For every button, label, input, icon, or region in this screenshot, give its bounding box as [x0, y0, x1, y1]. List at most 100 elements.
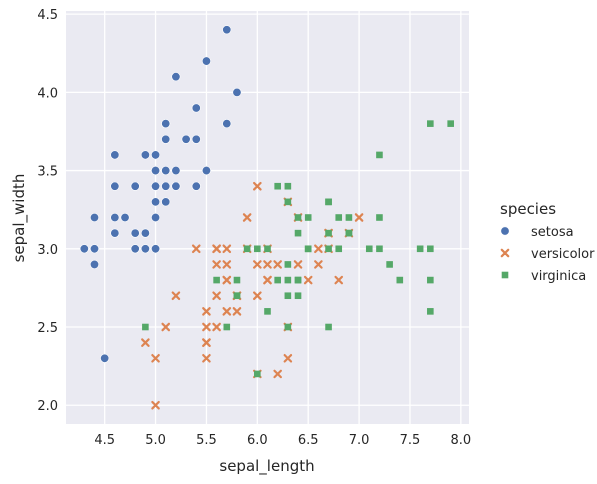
virginica-point — [223, 323, 231, 331]
versicolor-point — [273, 369, 282, 379]
legend-label-setosa: setosa — [531, 225, 574, 240]
setosa-point — [201, 56, 211, 66]
setosa-point — [201, 166, 211, 176]
virginica-point — [345, 214, 353, 221]
versicolor-point — [222, 307, 232, 316]
setosa-point — [171, 181, 181, 191]
setosa-point — [89, 259, 99, 269]
virginica-point — [254, 370, 261, 378]
versicolor-point — [212, 322, 221, 332]
versicolor-point — [171, 291, 181, 301]
setosa-point — [79, 244, 89, 254]
versicolor-point — [263, 260, 272, 269]
legend: species setosa versicolor virginica — [500, 200, 595, 284]
virginica-point — [427, 120, 434, 127]
versicolor-point — [273, 260, 282, 269]
versicolor-point — [232, 307, 242, 316]
virginica-point — [386, 261, 393, 268]
setosa-point — [171, 72, 181, 82]
setosa-point — [89, 244, 99, 254]
versicolor-point — [222, 244, 232, 254]
virginica-point — [284, 276, 292, 284]
y-tick-label: 2.0 — [37, 399, 58, 414]
versicolor-point — [253, 260, 262, 269]
versicolor-point — [151, 353, 160, 363]
setosa-point — [151, 244, 161, 254]
setosa-point — [140, 228, 150, 238]
versicolor-point — [334, 275, 344, 285]
setosa-point — [151, 166, 161, 176]
virginica-point — [243, 245, 251, 253]
versicolor-point — [212, 291, 221, 301]
series-setosa — [79, 25, 242, 363]
legend-label-virginica: virginica — [531, 269, 586, 284]
data-points — [79, 25, 454, 410]
virginica-point — [376, 151, 383, 159]
setosa-point — [191, 103, 201, 113]
virginica-point — [325, 198, 332, 206]
versicolor-point — [293, 260, 303, 269]
virginica-point — [447, 120, 454, 127]
virginica-point — [284, 198, 292, 206]
virginica-point — [376, 245, 383, 253]
versicolor-point — [202, 353, 211, 363]
virginica-point — [294, 229, 302, 237]
y-tick-label: 2.5 — [37, 321, 58, 336]
x-tick-label: 7.0 — [349, 433, 370, 448]
virginica-point — [345, 229, 353, 237]
virginica-point — [427, 308, 434, 315]
versicolor-point — [212, 260, 221, 269]
setosa-point — [130, 228, 140, 238]
versicolor-point — [222, 275, 232, 285]
legend-title: species — [500, 200, 556, 218]
setosa-point — [151, 150, 161, 160]
virginica-point — [365, 245, 373, 253]
y-tick-label: 4.5 — [37, 8, 58, 23]
virginica-point — [294, 214, 302, 221]
setosa-point — [161, 134, 171, 144]
virginica-point — [233, 276, 241, 284]
setosa-point — [151, 197, 161, 207]
versicolor-point — [314, 244, 323, 254]
y-axis-label: sepal_width — [10, 174, 29, 263]
setosa-point — [222, 119, 232, 129]
setosa-point — [161, 181, 171, 191]
versicolor-point — [303, 275, 313, 285]
setosa-point — [161, 197, 171, 207]
virginica-point — [294, 276, 302, 284]
setosa-point — [130, 181, 140, 191]
setosa-point — [89, 213, 99, 223]
setosa-point — [110, 150, 120, 160]
setosa-point — [110, 228, 120, 238]
setosa-point — [140, 244, 150, 254]
x-tick-label: 5.0 — [145, 433, 166, 448]
versicolor-point — [161, 322, 171, 332]
x-tick-label: 6.5 — [298, 433, 319, 448]
setosa-point — [232, 87, 242, 97]
versicolor-point — [253, 181, 262, 191]
virginica-point — [274, 276, 281, 284]
virginica-point — [264, 308, 271, 315]
versicolor-point — [212, 244, 221, 254]
virginica-point — [304, 214, 312, 221]
legend-marker-setosa — [500, 226, 510, 236]
x-tick-label: 5.5 — [196, 433, 217, 448]
virginica-point — [233, 292, 241, 300]
virginica-point — [294, 292, 302, 300]
virginica-point — [284, 323, 292, 331]
setosa-point — [181, 134, 191, 144]
setosa-point — [130, 244, 140, 254]
virginica-point — [325, 245, 332, 253]
x-tick-labels: 4.5 5.0 5.5 6.0 6.5 7.0 7.5 8.0 — [94, 433, 471, 448]
versicolor-point — [222, 260, 232, 269]
setosa-point — [151, 181, 161, 191]
virginica-point — [254, 245, 261, 253]
setosa-point — [110, 181, 120, 191]
series-virginica — [142, 120, 454, 378]
setosa-point — [161, 166, 171, 176]
x-tick-label: 7.5 — [400, 433, 421, 448]
setosa-point — [161, 119, 171, 129]
plot-background — [66, 11, 469, 424]
versicolor-point — [202, 338, 211, 347]
